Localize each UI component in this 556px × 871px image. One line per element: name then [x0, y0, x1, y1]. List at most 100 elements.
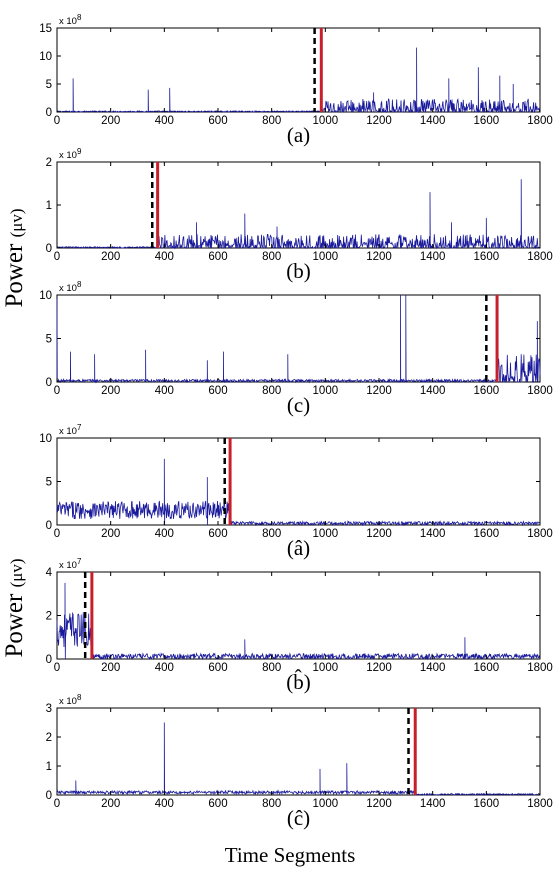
x-tick-label: 1800 [527, 798, 553, 810]
x-tick-label: 400 [155, 528, 174, 540]
y-tick-label: 10 [39, 51, 52, 63]
x-tick-label: 1600 [474, 251, 500, 263]
x-axis-label: Time Segments [225, 843, 356, 867]
y-exponent-label: x 108 [59, 13, 82, 27]
x-tick-label: 1400 [420, 798, 446, 810]
x-tick-label: 800 [262, 115, 281, 127]
x-tick-label: 1200 [366, 115, 392, 127]
x-tick-label: 1800 [527, 662, 553, 674]
x-tick-label: 1000 [313, 251, 339, 263]
y-tick-label: 1 [46, 761, 52, 773]
x-tick-label: 1400 [420, 385, 446, 397]
panel-caption: (b) [286, 259, 311, 283]
y-tick-label: 4 [46, 567, 53, 579]
x-tick-label: 1000 [313, 662, 339, 674]
x-tick-label: 1600 [474, 115, 500, 127]
x-tick-label: 1000 [313, 798, 339, 810]
x-tick-label: 400 [155, 251, 174, 263]
chart-panel-5: 0 200 400 600 800 1000 1200 1400 1600 1800 0 2 4 x 10… [46, 557, 553, 694]
x-tick-label: 1600 [474, 798, 500, 810]
x-tick-label: 200 [101, 251, 120, 263]
y-exponent-label: x 107 [59, 423, 82, 437]
y-exponent-value: 9 [77, 147, 82, 156]
y-tick-label: 0 [46, 520, 52, 532]
x-tick-label: 1400 [420, 528, 446, 540]
y-exponent-value: 8 [77, 693, 82, 702]
x-tick-label: 1800 [527, 385, 553, 397]
signal-series [56, 294, 541, 384]
x-tick-label: 600 [208, 662, 227, 674]
x-tick-label: 400 [155, 798, 174, 810]
y-axis-label-text: Power [1, 587, 28, 657]
y-tick-label: 2 [46, 157, 52, 169]
y-tick-label: 5 [46, 477, 52, 489]
x-tick-label: 1200 [366, 798, 392, 810]
y-tick-label: 2 [46, 611, 52, 623]
x-tick-label: 600 [208, 115, 227, 127]
x-tick-label: 1200 [366, 385, 392, 397]
y-tick-label: 3 [46, 703, 52, 715]
x-tick-label: 1600 [474, 662, 500, 674]
y-tick-label: 0 [46, 107, 52, 119]
y-axis-label-top: Power (μv) [1, 208, 28, 307]
y-tick-label: 5 [46, 334, 52, 346]
panel-caption: (c) [287, 393, 310, 417]
y-tick-label: 10 [39, 290, 52, 302]
x-tick-label: 0 [54, 115, 60, 127]
chart-panel-2: 0 200 400 600 800 1000 1200 1400 1600 1800 0 1 2 x 10… [46, 147, 553, 283]
y-exponent-label: x 109 [59, 147, 82, 161]
x-tick-label: 1800 [527, 251, 553, 263]
y-exponent-value: 8 [77, 13, 82, 22]
x-tick-label: 0 [54, 528, 60, 540]
y-tick-label: 0 [46, 654, 52, 666]
x-tick-label: 1000 [313, 115, 339, 127]
x-tick-label: 400 [155, 385, 174, 397]
y-tick-label: 5 [46, 79, 52, 91]
x-tick-label: 1200 [366, 251, 392, 263]
x-tick-label: 1400 [420, 115, 446, 127]
panel-caption: (â) [287, 536, 310, 560]
x-tick-label: 1000 [313, 385, 339, 397]
plot-frame [56, 571, 541, 660]
panel-caption: (a) [287, 123, 310, 147]
y-axis-label-unit: (μv) [7, 208, 26, 237]
chart-panel-6: 0 200 400 600 800 1000 1200 1400 1600 1800 0 1 2 3 x 1… [46, 693, 553, 830]
signal-series [56, 179, 541, 250]
x-tick-label: 1800 [527, 528, 553, 540]
y-tick-label: 0 [46, 377, 52, 389]
chart-panel-4: 0 200 400 600 800 1000 1200 1400 1600 1800 0 5 10 x 1… [39, 423, 553, 560]
y-axis-label-bottom: Power (μv) [1, 558, 28, 657]
x-tick-label: 600 [208, 251, 227, 263]
x-tick-label: 1200 [366, 662, 392, 674]
y-tick-label: 10 [39, 433, 52, 445]
x-tick-label: 0 [54, 662, 60, 674]
signal-series [56, 582, 541, 661]
x-tick-label: 1200 [366, 528, 392, 540]
signal-series [56, 722, 541, 796]
chart-panel-3: 0 200 400 600 800 1000 1200 1400 1600 1800 0 5 10 x 1… [39, 280, 553, 417]
y-exponent-label: x 108 [59, 693, 82, 707]
plot-frame [56, 707, 541, 796]
y-axis-label-text: Power [1, 237, 28, 307]
x-tick-label: 600 [208, 528, 227, 540]
x-tick-label: 800 [262, 385, 281, 397]
x-tick-label: 800 [262, 798, 281, 810]
x-tick-label: 800 [262, 251, 281, 263]
x-tick-label: 400 [155, 662, 174, 674]
plot-frame [56, 27, 541, 113]
x-tick-label: 1600 [474, 528, 500, 540]
x-tick-label: 0 [54, 385, 60, 397]
y-axis-label-unit: (μv) [7, 558, 26, 587]
x-tick-label: 200 [101, 385, 120, 397]
x-tick-label: 200 [101, 528, 120, 540]
y-tick-label: 2 [46, 732, 52, 744]
y-tick-label: 0 [46, 243, 52, 255]
signal-series [56, 47, 541, 114]
y-exponent-value: 7 [77, 557, 82, 566]
x-tick-label: 0 [54, 798, 60, 810]
y-exponent-label: x 107 [59, 557, 82, 571]
x-tick-label: 1400 [420, 662, 446, 674]
x-tick-label: 1800 [527, 115, 553, 127]
x-tick-label: 800 [262, 528, 281, 540]
